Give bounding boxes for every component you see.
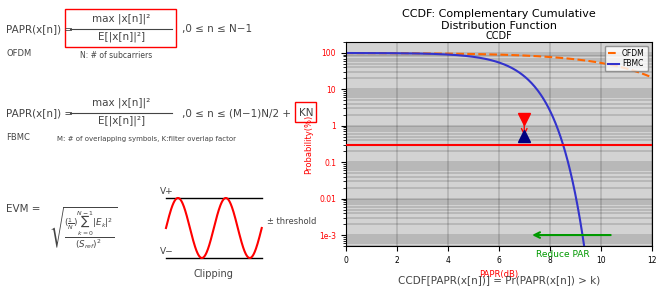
Bar (295, 102, 316, 122)
X-axis label: PAPR(dB): PAPR(dB) (479, 270, 518, 279)
Text: OFDM: OFDM (7, 50, 32, 58)
Y-axis label: Probability(%): Probability(%) (305, 114, 313, 174)
Text: max |x[n]|²: max |x[n]|² (92, 14, 150, 24)
Text: CCDF: Complementary Cumulative
Distribution Function: CCDF: Complementary Cumulative Distribut… (402, 9, 596, 31)
Text: FBMC: FBMC (7, 134, 31, 142)
Text: N: # of subcarriers: N: # of subcarriers (80, 51, 152, 60)
Text: ± threshold: ± threshold (267, 218, 316, 226)
Text: PAPR(x[n]) =: PAPR(x[n]) = (7, 24, 76, 34)
Text: CCDF[PAPR(x[n])] = Pr(PAPR(x[n]) > k): CCDF[PAPR(x[n])] = Pr(PAPR(x[n]) > k) (398, 275, 600, 285)
Legend: OFDM, FBMC: OFDM, FBMC (604, 46, 648, 71)
Text: max |x[n]|²: max |x[n]|² (92, 98, 150, 108)
Text: V+: V+ (160, 188, 173, 196)
Text: ,0 ≤ n ≤ (M−1)N/2 +: ,0 ≤ n ≤ (M−1)N/2 + (182, 108, 291, 118)
Text: E[|x[n]|²]: E[|x[n]|²] (98, 116, 145, 126)
Text: ,0 ≤ n ≤ N−1: ,0 ≤ n ≤ N−1 (182, 24, 252, 34)
Text: EVM =: EVM = (7, 204, 44, 214)
Text: V−: V− (160, 248, 173, 256)
Text: $\sqrt{\frac{(\frac{1}{N})\sum_{k=0}^{N-1}|E_k|^2}{(S_{ref})^2}}$: $\sqrt{\frac{(\frac{1}{N})\sum_{k=0}^{N-… (49, 206, 118, 251)
Text: Reduce PAR: Reduce PAR (536, 250, 589, 259)
Bar (65, 9, 176, 46)
Title: CCDF: CCDF (485, 31, 512, 41)
Text: E[|x[n]|²]: E[|x[n]|²] (98, 32, 145, 42)
Text: Clipping: Clipping (194, 269, 234, 279)
Text: M: # of overlapping symbols, K:filter overlap factor: M: # of overlapping symbols, K:filter ov… (57, 136, 237, 142)
Text: PAPR(x[n]) =: PAPR(x[n]) = (7, 108, 76, 118)
Text: KN: KN (299, 108, 313, 118)
